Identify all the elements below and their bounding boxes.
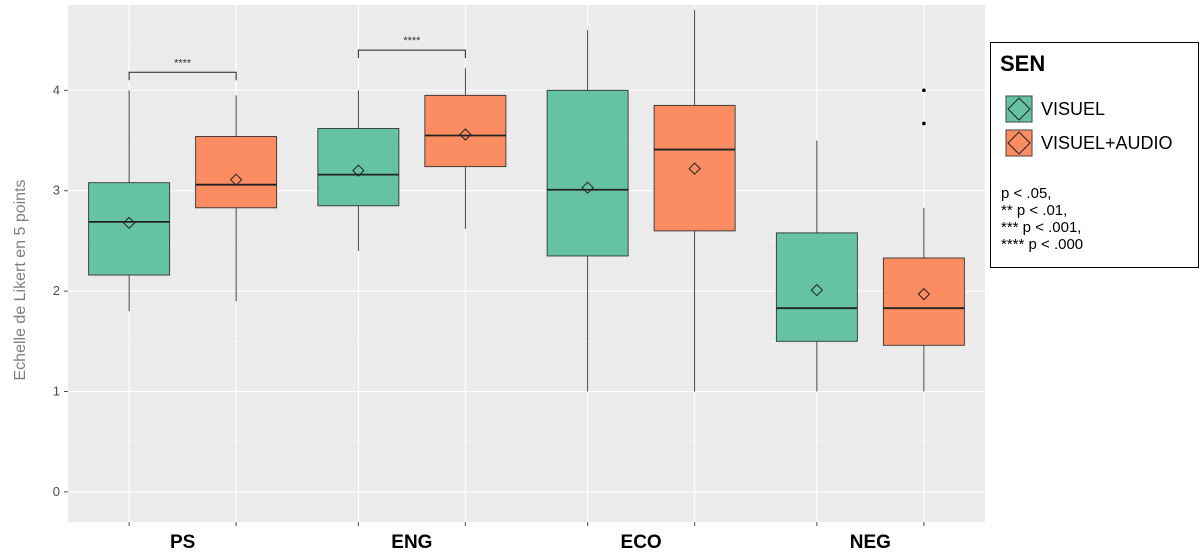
- box-visuel-audio-eco: [653, 10, 736, 392]
- mean-marker: [917, 287, 931, 301]
- y-axis-title: Echelle de Likert en 5 points: [12, 179, 29, 380]
- legend-swatch-visuel: [1005, 95, 1033, 123]
- legend-label-visuel: VISUEL: [1041, 98, 1106, 119]
- box-visuel-audio-eng: [424, 68, 507, 229]
- significance-note: ** p < .01,: [1001, 202, 1068, 219]
- legend-item-visuel: VISUEL: [1005, 95, 1105, 123]
- x-category-label: PS: [170, 532, 195, 553]
- mean-marker: [688, 162, 701, 175]
- significance-label: ****: [174, 57, 192, 69]
- box-body: [882, 257, 965, 346]
- box-visuel-neg: [775, 140, 858, 392]
- box-body: [424, 94, 507, 168]
- legend-item-visuel-audio: VISUEL+AUDIO: [1005, 129, 1173, 157]
- box-visuel-audio-ps: [195, 95, 278, 302]
- legend-swatch-visuel-audio: [1005, 129, 1033, 157]
- box-body: [775, 232, 858, 342]
- mean-marker: [581, 181, 594, 194]
- box-body: [653, 104, 736, 232]
- box-visuel-eng: [317, 90, 400, 251]
- y-tick-label: 0: [53, 484, 60, 499]
- x-category-label: NEG: [850, 532, 891, 553]
- x-category-label: ENG: [391, 532, 432, 553]
- y-tick-label: 3: [53, 183, 60, 198]
- box-body: [195, 136, 278, 209]
- mean-marker: [810, 283, 824, 297]
- significance-note: *** p < .001,: [1001, 219, 1082, 236]
- y-tick-label: 1: [53, 383, 60, 398]
- outlier-point: [922, 88, 926, 93]
- x-category-label: ECO: [621, 532, 662, 553]
- mean-marker: [229, 173, 243, 186]
- significance-label: ****: [403, 35, 421, 47]
- mean-marker: [459, 128, 472, 141]
- legend: SEN VISUEL VISUEL+AUDIO p < .05, ** p < …: [990, 42, 1199, 268]
- significance-note: **** p < .000: [1001, 236, 1084, 253]
- significance-note: p < .05,: [1001, 185, 1052, 202]
- legend-label-visuel-audio: VISUEL+AUDIO: [1041, 132, 1173, 153]
- box-body: [546, 89, 629, 257]
- box-visuel-ps: [88, 90, 171, 312]
- significance-notes: p < .05, ** p < .01, *** p < .001, **** …: [1001, 185, 1083, 253]
- y-tick-label: 4: [53, 82, 60, 97]
- y-tick-label: 2: [53, 283, 60, 298]
- significance-bracket: [128, 71, 237, 81]
- mean-marker: [352, 164, 365, 177]
- box-visuel-audio-neg: [882, 88, 965, 392]
- box-body: [317, 128, 400, 207]
- significance-bracket: [357, 49, 466, 59]
- box-visuel-eco: [546, 30, 629, 392]
- outlier-point: [922, 121, 926, 126]
- legend-title: SEN: [1000, 51, 1046, 76]
- mean-marker: [122, 216, 136, 230]
